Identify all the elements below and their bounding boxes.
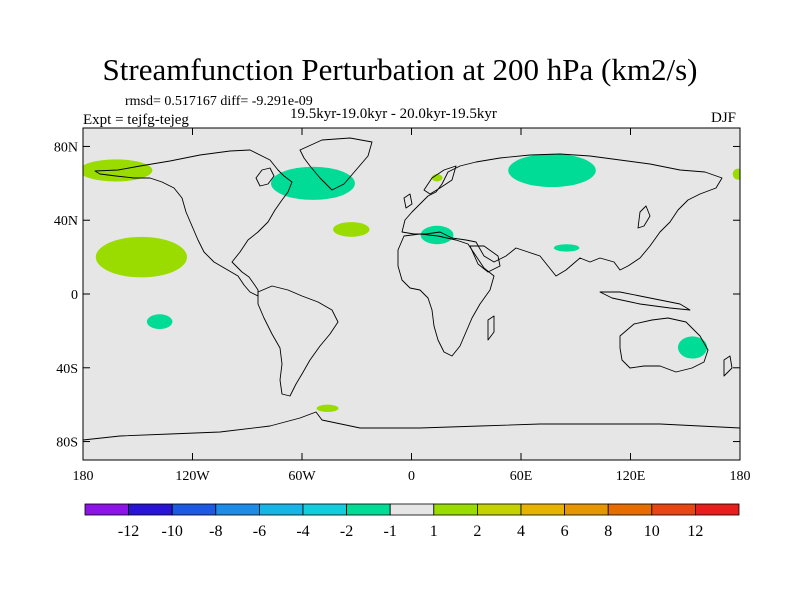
anomaly-region-siberia-negative (508, 153, 596, 188)
greenland-coast (299, 137, 373, 191)
colorbar-swatch (389, 503, 435, 516)
colorbar-swatch (520, 503, 565, 516)
colorbar-label: 2 (473, 523, 481, 540)
colorbar-swatch (346, 503, 391, 516)
anomaly-region-east-australia-negative (677, 336, 708, 359)
colorbar-label: -2 (340, 523, 353, 540)
season-label: DJF (711, 110, 737, 126)
colorbar-label: -1 (384, 523, 397, 540)
colorbar-swatch (215, 503, 260, 516)
south-america-coast (257, 285, 339, 397)
colorbar-label: 6 (561, 523, 569, 540)
anomaly-layer (83, 153, 740, 413)
anomaly-region-mid-atlantic-positive (333, 222, 370, 237)
coastlines (82, 137, 741, 441)
plot-title: Streamfunction Perturbation at 200 hPa (… (102, 52, 698, 87)
indonesia-coast (599, 291, 691, 311)
colorbar-swatch (171, 503, 217, 516)
colorbar-swatch (433, 503, 478, 516)
anomaly-region-tibet-negative (553, 244, 580, 252)
colorbar-swatch (607, 503, 653, 516)
africa-coast (397, 233, 495, 357)
anomaly-region-bering-positive (732, 168, 740, 180)
colorbar-swatch (695, 503, 740, 516)
y-tick-label: 80N (54, 140, 78, 155)
anomaly-region-mediterranean-negative (420, 225, 454, 245)
x-tick-label: 180 (73, 469, 94, 484)
anomaly-region-north-atlantic-negative (270, 166, 355, 200)
colorbar-label: 8 (604, 523, 612, 540)
y-tick-label: 40S (56, 362, 78, 377)
colorbar-swatch (476, 503, 522, 516)
new-zealand-coast (723, 355, 733, 377)
x-tick-label: 0 (408, 469, 415, 484)
madagascar-coast (487, 315, 495, 341)
colorbar-swatch (128, 503, 173, 516)
anomaly-region-south-pacific-negative (146, 314, 173, 330)
y-tick-label: 40N (54, 214, 78, 229)
hudson-bay-coast (255, 167, 275, 187)
experiment-label: Expt = tejfg-tejeg (83, 112, 189, 128)
japan-coast (637, 205, 651, 229)
colorbar-label: -12 (118, 523, 139, 540)
x-tick-label: 60E (510, 469, 533, 484)
colorbar-label: 4 (517, 523, 525, 540)
stats-line: rmsd= 0.517167 diff= -9.291e-09 (125, 94, 313, 109)
colorbar-label: 10 (644, 523, 660, 540)
colorbar: -12 -10 -8 -6 -4 -2 -1 1 2 4 6 8 10 12 (84, 503, 740, 540)
x-axis: 180 120W 60W 0 60E 120E 180 (73, 128, 751, 484)
colorbar-swatch (258, 503, 304, 516)
x-tick-label: 60W (288, 469, 316, 484)
period-label: 19.5kyr-19.0kyr - 20.0kyr-19.5kyr (290, 106, 497, 122)
x-tick-label: 120W (175, 469, 210, 484)
colorbar-label: -10 (162, 523, 183, 540)
y-tick-label: 0 (71, 288, 78, 303)
y-axis: 80N 40N 0 40S 80S (54, 140, 740, 451)
colorbar-label: -6 (253, 523, 266, 540)
x-tick-label: 120E (616, 469, 646, 484)
australia-coast (619, 317, 709, 373)
colorbar-label: 12 (687, 523, 703, 540)
anomaly-region-southern-ocean-positive (316, 404, 339, 413)
colorbar-swatch (302, 503, 347, 516)
colorbar-label: 1 (430, 523, 438, 540)
colorbar-swatch (651, 503, 696, 516)
scandinavia-coast (423, 165, 457, 195)
x-tick-label: 180 (730, 469, 751, 484)
arabia-coast (469, 245, 501, 273)
colorbar-label: -8 (209, 523, 222, 540)
eurasia-coast (401, 153, 723, 277)
anomaly-region-scandinavia-positive (431, 174, 443, 182)
colorbar-swatch (84, 503, 129, 516)
ocean-background (83, 128, 740, 460)
y-tick-label: 80S (56, 436, 78, 451)
colorbar-swatch (564, 503, 609, 516)
colorbar-label: -4 (296, 523, 309, 540)
anomaly-region-subtropical-pacific-positive (95, 236, 188, 278)
antarctica-coast (82, 411, 741, 441)
uk-coast (403, 193, 413, 209)
north-america-coast (94, 149, 293, 297)
